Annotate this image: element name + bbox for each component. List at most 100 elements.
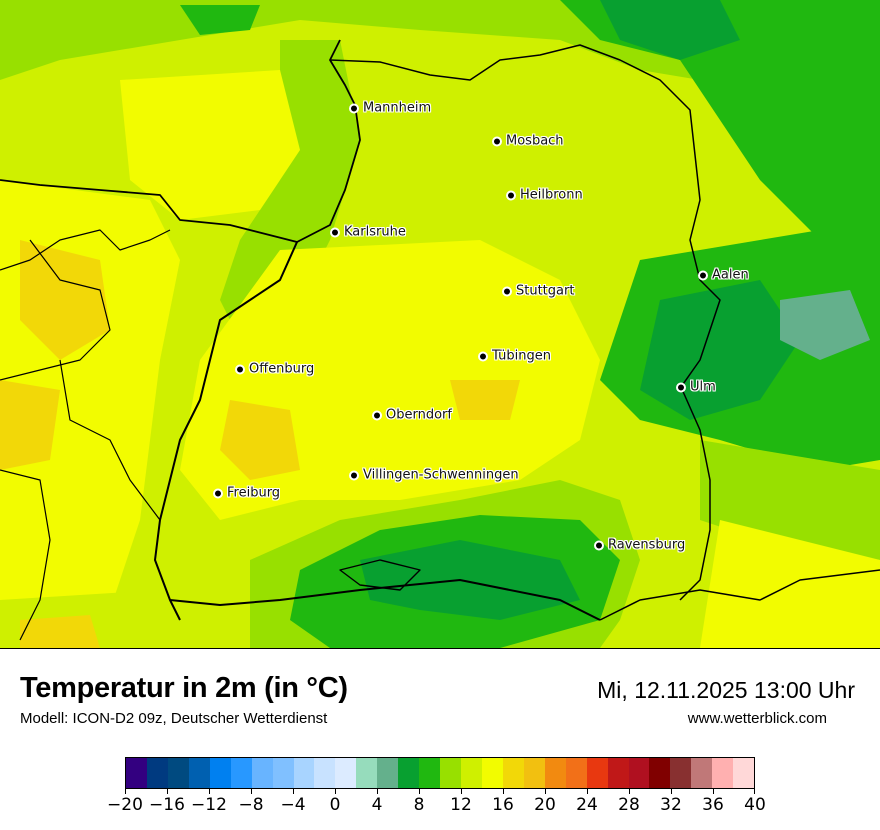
city-marker-mosbach[interactable]: Mosbach	[492, 133, 564, 149]
city-dot-icon	[330, 227, 340, 237]
colorbar-segment	[146, 758, 168, 788]
temperature-colorbar	[125, 757, 755, 789]
colorbar-segment	[126, 758, 147, 788]
city-dot-icon	[349, 470, 359, 480]
city-label: Aalen	[712, 267, 749, 283]
colorbar-tick	[671, 789, 672, 794]
colorbar-tick-label: 24	[576, 795, 598, 815]
city-label: Freiburg	[227, 485, 281, 501]
valid-datetime: Mi, 12.11.2025 13:00 Uhr	[597, 677, 855, 703]
colorbar-tick-label: 12	[450, 795, 472, 815]
temperature-map[interactable]: Mannheim Mosbach Heilbronn Karlsruhe Aal…	[0, 0, 880, 649]
colorbar-segment	[628, 758, 650, 788]
city-dot-icon	[676, 382, 686, 392]
colorbar-segment	[440, 758, 461, 788]
city-marker-ravensburg[interactable]: Ravensburg	[594, 537, 686, 553]
city-dot-icon	[698, 270, 708, 280]
colorbar-segment	[188, 758, 210, 788]
colorbar-tick-label: 40	[744, 795, 766, 815]
city-dot-icon	[492, 136, 502, 146]
city-marker-heilbronn[interactable]: Heilbronn	[506, 187, 583, 203]
colorbar-tick-label: 36	[702, 795, 724, 815]
city-dot-icon	[213, 488, 223, 498]
colorbar-segment	[251, 758, 273, 788]
colorbar-tick	[461, 789, 462, 794]
city-label: Heilbronn	[520, 187, 583, 203]
colorbar-segment	[377, 758, 399, 788]
model-subtitle: Modell: ICON-D2 09z, Deutscher Wetterdie…	[20, 710, 328, 727]
city-marker-freiburg[interactable]: Freiburg	[213, 485, 281, 501]
colorbar-tick-label: 0	[329, 795, 341, 815]
colorbar-tick	[503, 789, 504, 794]
colorbar-tick	[335, 789, 336, 794]
city-dot-icon	[478, 351, 488, 361]
city-marker-aalen[interactable]: Aalen	[698, 267, 749, 283]
colorbar-tick	[167, 789, 168, 794]
colorbar-tick-label: 16	[492, 795, 514, 815]
colorbar-segment	[209, 758, 231, 788]
colorbar-tick	[293, 789, 294, 794]
city-marker-mannheim[interactable]: Mannheim	[349, 100, 432, 116]
city-dot-icon	[594, 540, 604, 550]
city-marker-tuebingen[interactable]: Tübingen	[478, 348, 551, 364]
colorbar-tick-label: −8	[238, 795, 264, 815]
colorbar-segment	[356, 758, 378, 788]
colorbar-tick	[419, 789, 420, 794]
city-marker-karlsruhe[interactable]: Karlsruhe	[330, 224, 406, 240]
colorbar-tick	[629, 789, 630, 794]
colorbar-segment	[167, 758, 189, 788]
colorbar-segment	[314, 758, 336, 788]
city-marker-stuttgart[interactable]: Stuttgart	[502, 283, 575, 299]
colorbar-tick-label: 4	[371, 795, 383, 815]
colorbar-segment	[293, 758, 315, 788]
colorbar-segment	[733, 758, 755, 788]
colorbar-segment	[712, 758, 734, 788]
colorbar-tick	[713, 789, 714, 794]
colorbar-segment	[481, 758, 503, 788]
city-marker-ulm[interactable]: Ulm	[676, 380, 716, 395]
colorbar-segment	[230, 758, 252, 788]
colorbar-tick	[377, 789, 378, 794]
colorbar-tick-label: 32	[660, 795, 682, 815]
city-dot-icon	[235, 364, 245, 374]
colorbar-tick-label: 28	[618, 795, 640, 815]
colorbar-tick-label: −16	[149, 795, 185, 815]
city-label: Ravensburg	[608, 537, 686, 553]
colorbar-tick-label: 8	[413, 795, 425, 815]
colorbar-segment	[565, 758, 587, 788]
colorbar-segment	[523, 758, 545, 788]
city-label: Tübingen	[492, 348, 551, 364]
colorbar-tick-label: −12	[191, 795, 227, 815]
colorbar-segment	[586, 758, 608, 788]
colorbar-tick	[125, 789, 126, 794]
colorbar-tick-label: −20	[107, 795, 143, 815]
city-label: Oberndorf	[386, 407, 452, 423]
colorbar-segment	[544, 758, 566, 788]
website-link[interactable]: www.wetterblick.com	[687, 710, 827, 727]
city-label: Villingen-Schwenningen	[363, 467, 519, 483]
colorbar-segment	[335, 758, 357, 788]
city-dot-icon	[506, 190, 516, 200]
city-marker-villingen-schwenningen[interactable]: Villingen-Schwenningen	[349, 467, 519, 483]
city-dot-icon	[372, 410, 382, 420]
colorbar-tick	[545, 789, 546, 794]
colorbar-segment	[649, 758, 671, 788]
colorbar-segment	[691, 758, 713, 788]
colorbar-segment	[398, 758, 420, 788]
colorbar-segment	[502, 758, 524, 788]
colorbar-segment	[670, 758, 692, 788]
colorbar-tick	[209, 789, 210, 794]
city-label: Mosbach	[506, 133, 564, 149]
city-dot-icon	[502, 286, 512, 296]
city-label: Karlsruhe	[344, 224, 406, 240]
colorbar-tick-label: 20	[534, 795, 556, 815]
city-label: Mannheim	[363, 100, 432, 116]
city-marker-offenburg[interactable]: Offenburg	[235, 362, 314, 377]
city-marker-oberndorf[interactable]: Oberndorf	[372, 407, 452, 423]
city-dot-icon	[349, 103, 359, 113]
temperature-field	[0, 0, 880, 648]
colorbar-tick	[251, 789, 252, 794]
city-label: Stuttgart	[516, 283, 575, 299]
map-title: Temperatur in 2m (in °C)	[20, 672, 348, 704]
colorbar-segment	[419, 758, 441, 788]
